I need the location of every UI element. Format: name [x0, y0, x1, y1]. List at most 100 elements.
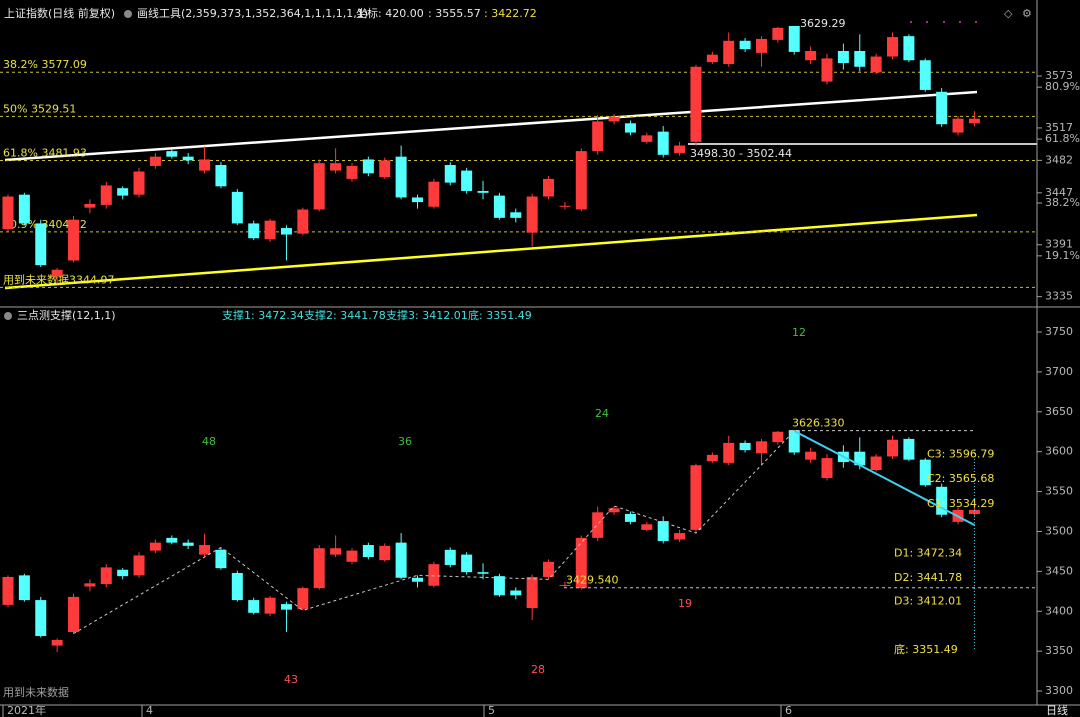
candle-body	[854, 451, 866, 466]
candle-body	[84, 583, 96, 587]
fib-label: 61.8% 3481.93	[3, 146, 87, 159]
candle-body	[887, 439, 899, 457]
candle-body	[903, 438, 915, 460]
candle-body	[330, 163, 342, 171]
support-label: 支撑3: 3412.01	[386, 308, 468, 322]
indicator-title: 三点测支撑(12,1,1)	[17, 308, 116, 322]
candle-body	[755, 38, 767, 53]
y-tick-label: 3517	[1045, 121, 1073, 134]
candle-body	[887, 37, 899, 57]
candle-body	[772, 27, 784, 40]
candle-body	[182, 156, 194, 161]
candle-body	[379, 545, 391, 561]
candle-body	[870, 56, 882, 73]
candle-body	[264, 597, 276, 614]
candle-body	[821, 58, 833, 82]
candle-body	[592, 512, 604, 538]
candle-body	[477, 190, 489, 193]
candle-body	[428, 564, 440, 586]
y-tick-label: 38.2%	[1045, 196, 1080, 209]
x-tick-label: 5	[488, 704, 495, 717]
candle-body	[248, 223, 260, 239]
menu-icon[interactable]	[4, 312, 12, 320]
candle-body	[559, 205, 571, 207]
candle-body	[18, 194, 30, 224]
candle-body	[755, 441, 767, 454]
y-tick-label: 3700	[1045, 365, 1073, 378]
candle-body	[706, 454, 718, 462]
fib-label: 用到未来数据3344.97	[3, 272, 115, 286]
candle-body	[117, 569, 129, 577]
count-label: 48	[202, 435, 216, 448]
candle-body	[231, 191, 243, 224]
candle-body	[346, 165, 358, 179]
header-title: 上证指数(日线 前复权)	[4, 6, 115, 20]
candle-body	[575, 537, 587, 589]
candle-body	[35, 223, 47, 266]
support-label: 底: 3351.49	[468, 308, 532, 322]
trend-line	[4, 90, 978, 162]
candle-body	[280, 604, 292, 610]
candle-body	[182, 542, 194, 546]
header-tool: 画线工具(2,359,373,1,352,364,1,1,1,1,1,1)	[137, 6, 368, 20]
y-tick-label: 3550	[1045, 485, 1073, 498]
candle-body	[526, 576, 538, 609]
candle-body	[395, 156, 407, 198]
x-tick-label: 2021年	[7, 703, 46, 717]
candle-body	[117, 188, 129, 196]
y-tick-label: 3482	[1045, 153, 1073, 166]
candle-body	[624, 123, 636, 133]
count-label: 19	[678, 597, 692, 610]
candle-body	[641, 524, 653, 530]
candle-body	[968, 509, 980, 514]
candle-body	[133, 171, 145, 195]
y-tick-label: 3750	[1045, 325, 1073, 338]
icon[interactable]: ⚙	[1022, 7, 1032, 20]
candle-body	[149, 542, 161, 551]
candle-body	[657, 521, 669, 542]
candle-body	[362, 159, 374, 174]
peak-label: 3629.29	[800, 17, 846, 30]
marker-dots	[910, 21, 977, 23]
candle-body	[608, 508, 620, 513]
candle-body	[51, 639, 63, 646]
candle-body	[674, 533, 686, 540]
candle-body	[510, 590, 522, 596]
candle-body	[362, 545, 374, 558]
candle-body	[166, 151, 178, 157]
count-label: 36	[398, 435, 412, 448]
y-tick-label: 3391	[1045, 238, 1073, 251]
count-label: 12	[792, 326, 806, 339]
candle-body	[772, 431, 784, 443]
count-label: 24	[595, 407, 609, 420]
candle-body	[608, 116, 620, 122]
y-tick-label: 3450	[1045, 564, 1073, 577]
candle-body	[575, 151, 587, 210]
candle-body	[805, 451, 817, 460]
candle-body	[412, 577, 423, 582]
candle-body	[526, 196, 538, 233]
menu-icon[interactable]	[124, 10, 132, 18]
icon[interactable]: ◇	[1004, 7, 1013, 20]
candle-body	[592, 121, 604, 152]
candle-body	[133, 555, 145, 576]
candle-body	[723, 442, 735, 463]
candle-body	[788, 25, 800, 52]
candle-body	[248, 600, 260, 613]
candle-body	[35, 600, 47, 636]
candle-body	[166, 537, 178, 543]
level-label: D1: 3472.34	[894, 547, 962, 560]
fib-label: 50% 3529.51	[3, 102, 76, 115]
candle-body	[739, 442, 751, 451]
candle-body	[444, 549, 456, 565]
candle-body	[215, 549, 227, 569]
candle-body	[641, 135, 653, 142]
candle-body	[903, 36, 915, 61]
candle-body	[297, 588, 309, 609]
y-tick-label: 3335	[1045, 290, 1073, 303]
y-tick-label: 3650	[1045, 405, 1073, 418]
candle-body	[330, 548, 342, 555]
count-label: 43	[284, 673, 298, 686]
